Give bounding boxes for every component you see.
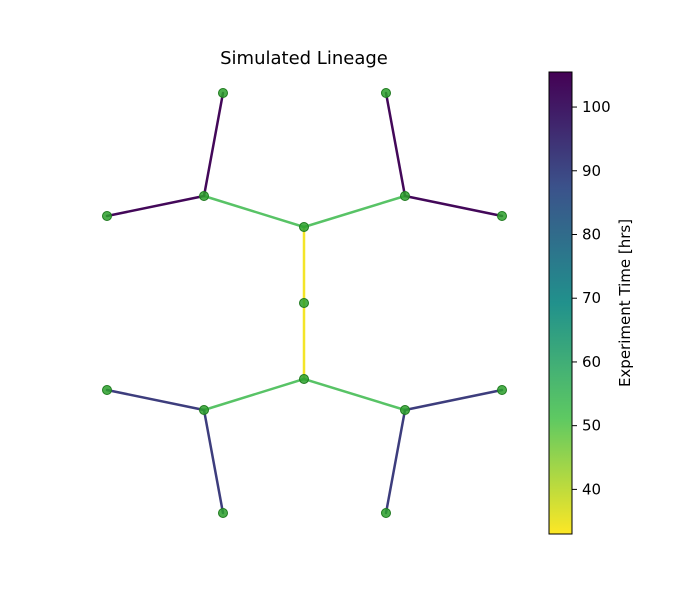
lineage-node-tl-b (102, 211, 112, 221)
lineage-node-tr-a (381, 88, 391, 98)
lineage-edge-bl-bl-a (105, 388, 206, 412)
lineage-node-br (400, 405, 410, 415)
lineage-node-top (299, 222, 309, 232)
lineage-edges (105, 91, 504, 515)
colorbar-tick-label: 50 (582, 417, 601, 435)
lineage-node-tl (199, 191, 209, 201)
colorbar-tick-label: 70 (582, 289, 601, 307)
lineage-edge-bl-bl-b (202, 408, 225, 515)
lineage-edge-tr-tr-b (403, 194, 504, 218)
colorbar-tick-label: 90 (582, 162, 601, 180)
lineage-nodes (102, 88, 507, 518)
lineage-edge-bottom-br (302, 377, 407, 412)
lineage-node-bl-b (218, 508, 228, 518)
lineage-node-tr (400, 191, 410, 201)
lineage-edge-tr-tr-a (384, 91, 407, 198)
lineage-node-bl (199, 405, 209, 415)
lineage-edge-bottom-bl (202, 377, 306, 412)
lineage-node-br-b (381, 508, 391, 518)
colorbar-ticks: 40 50 60 70 80 90 100 (572, 98, 611, 498)
lineage-node-root (299, 298, 309, 308)
lineage-edge-top-tl (202, 194, 306, 229)
lineage-edge-tl-tl-b (105, 194, 206, 218)
lineage-edge-top-tr (302, 194, 407, 229)
lineage-edge-br-br-b (384, 408, 407, 515)
lineage-edge-br-br-a (403, 388, 504, 412)
colorbar-tick-label: 100 (582, 98, 611, 116)
lineage-edge-tl-tl-a (202, 91, 225, 198)
colorbar-tick-label: 40 (582, 480, 601, 498)
colorbar-tick-label: 60 (582, 353, 601, 371)
colorbar-gradient (548, 71, 573, 535)
colorbar: 40 50 60 70 80 90 100 Experiment Time [hrs] (548, 71, 634, 535)
lineage-node-tr-b (497, 211, 507, 221)
chart-title: Simulated Lineage (220, 48, 388, 69)
colorbar-label: Experiment Time [hrs] (616, 219, 634, 387)
lineage-node-br-a (497, 385, 507, 395)
lineage-node-bottom (299, 374, 309, 384)
colorbar-tick-label: 80 (582, 225, 601, 243)
lineage-node-tl-a (218, 88, 228, 98)
lineage-node-bl-a (102, 385, 112, 395)
